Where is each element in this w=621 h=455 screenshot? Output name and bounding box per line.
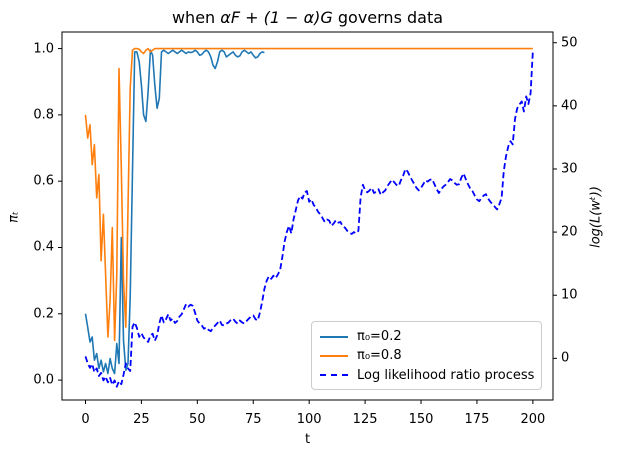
y-tick-label-right: 20 <box>561 224 578 240</box>
x-tick-label: 200 <box>520 412 546 427</box>
y-tick-label-left: 0.2 <box>33 306 54 322</box>
legend-line-sample-2 <box>320 374 348 377</box>
y-tick-label-right: 30 <box>561 161 578 177</box>
x-tick-label: 50 <box>189 412 206 427</box>
x-tick-label: 150 <box>408 412 434 427</box>
y-axis-label-right: log(L(wᵗ)) <box>588 186 604 248</box>
chart-title: when αF + (1 − α)G governs data <box>62 8 553 27</box>
x-tick-label: 75 <box>244 412 262 427</box>
y-tick-label-left: 1.0 <box>33 41 54 57</box>
legend: π₀=0.2 π₀=0.8 Log likelihood ratio process <box>311 321 542 390</box>
legend-item-label-2: Log likelihood ratio process <box>357 367 535 383</box>
x-tick-label: 125 <box>352 412 378 427</box>
y-tick-label-left: 0.8 <box>33 107 54 123</box>
series-line-0 <box>84 49 265 375</box>
y-tick-label-left: 0.4 <box>33 239 54 255</box>
x-tick-label: 0 <box>81 412 90 427</box>
y-tick-label-right: 40 <box>561 98 578 114</box>
legend-line-sample-0 <box>320 335 348 338</box>
chart-title-suffix: governs data <box>332 8 444 27</box>
legend-item-2: Log likelihood ratio process <box>320 366 535 385</box>
plot-border <box>61 31 554 401</box>
legend-item-label-1: π₀=0.8 <box>357 348 402 364</box>
y-tick-label-right: 50 <box>561 35 578 51</box>
y-tick-label-left: 0.6 <box>33 173 54 189</box>
legend-item-label-0: π₀=0.2 <box>357 329 402 345</box>
x-tick-label: 100 <box>296 412 322 427</box>
y-tick-label-right: 10 <box>561 287 578 303</box>
series-line-1 <box>84 47 533 342</box>
legend-line-sample-1 <box>320 354 348 357</box>
y-tick-label-left: 0.0 <box>33 372 54 388</box>
chart-title-math: αF + (1 − α)G <box>220 8 333 27</box>
chart-title-prefix: when <box>171 8 221 27</box>
legend-item-0: π₀=0.2 <box>320 327 533 346</box>
x-axis-label: t <box>304 432 311 447</box>
legend-item-1: π₀=0.8 <box>320 346 533 365</box>
x-tick-label: 25 <box>133 412 150 427</box>
y-tick-label-right: 0 <box>561 350 570 366</box>
y-axis-label-left: πₜ <box>6 211 22 223</box>
x-tick-label: 175 <box>464 412 490 427</box>
series-line-2 <box>84 50 534 388</box>
